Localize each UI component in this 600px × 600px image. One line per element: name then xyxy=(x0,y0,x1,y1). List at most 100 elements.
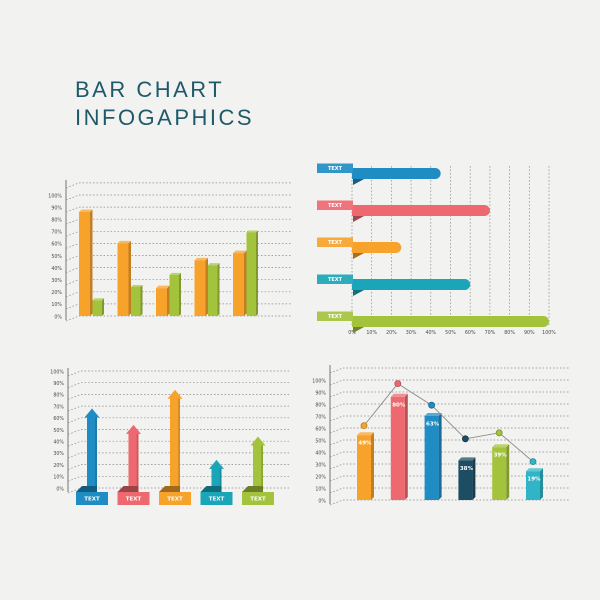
arrow-shade xyxy=(261,445,263,492)
bar-side-face xyxy=(217,263,220,316)
bar-value-label: 19% xyxy=(527,477,541,483)
x-tick-label: 30% xyxy=(406,330,417,336)
bar-side-face xyxy=(167,285,170,316)
grid-riser xyxy=(329,439,344,446)
y-tick-label: 60% xyxy=(51,242,62,248)
grid-riser xyxy=(329,475,344,482)
bar xyxy=(352,205,490,216)
grid-riser xyxy=(67,429,82,435)
grid-riser xyxy=(65,218,80,225)
arrow-shade xyxy=(95,417,97,492)
y-tick-label: 40% xyxy=(51,266,62,272)
y-tick-label: 10% xyxy=(53,475,64,481)
bar-value-label: 38% xyxy=(460,466,474,472)
y-tick-label: 30% xyxy=(315,462,326,468)
label-box xyxy=(200,492,233,505)
bar-side-face xyxy=(256,230,258,316)
bar xyxy=(233,253,244,316)
bar-top-face xyxy=(169,272,181,275)
text-tab xyxy=(317,237,353,247)
y-tick-label: 30% xyxy=(51,278,62,284)
tab-label: TEXT xyxy=(328,240,343,246)
y-tick-label: 10% xyxy=(315,486,326,492)
grid-riser xyxy=(67,394,82,400)
bar-top-face xyxy=(526,468,543,472)
bar xyxy=(357,435,371,500)
box-label: TEXT xyxy=(167,497,183,503)
line-dot xyxy=(461,435,469,443)
grid-riser xyxy=(67,452,82,459)
bar-side-face xyxy=(472,457,476,500)
box-label: TEXT xyxy=(250,497,266,503)
y-tick-label: 70% xyxy=(51,230,62,236)
y-tick-label: 80% xyxy=(315,402,326,408)
line-dot xyxy=(428,401,435,409)
x-tick-label: 60% xyxy=(465,330,476,336)
bar-top-face xyxy=(208,263,220,266)
arrow-bar-chart: 0% 10% 20% 30% 40% 50% 60% 70% 80% 90% 100% TEXT TEX… xyxy=(50,368,290,505)
text-tab xyxy=(317,274,353,284)
bar xyxy=(352,168,441,179)
bar xyxy=(352,242,402,253)
box-fold xyxy=(200,486,222,492)
y-tick-label: 10% xyxy=(51,302,62,308)
bar-top-face xyxy=(492,444,510,448)
x-tick-label: 0% xyxy=(348,330,356,336)
bar-left-cap xyxy=(352,279,359,290)
bar-side-face xyxy=(128,240,131,316)
bar xyxy=(131,286,141,316)
bar-top-face xyxy=(194,257,208,261)
grid-riser xyxy=(65,230,80,237)
grid-riser xyxy=(67,487,82,494)
grid-riser xyxy=(329,499,344,506)
x-tick-label: 90% xyxy=(524,330,535,336)
bar xyxy=(79,211,90,316)
grid-riser xyxy=(65,243,80,249)
bar xyxy=(208,265,218,316)
grid-riser xyxy=(329,403,344,410)
line-dot xyxy=(495,429,503,437)
bar-top-face xyxy=(458,457,476,461)
y-tick-label: 90% xyxy=(51,205,62,211)
grid-riser xyxy=(65,206,80,213)
box-fold xyxy=(242,486,263,492)
grid-riser xyxy=(67,440,82,447)
bar-side-face xyxy=(140,284,143,316)
box-fold xyxy=(117,486,139,492)
bar xyxy=(92,300,102,316)
x-tick-label: 20% xyxy=(386,330,397,336)
y-tick-label: 100% xyxy=(312,378,326,384)
y-tick-label: 0% xyxy=(54,314,62,320)
y-tick-label: 0% xyxy=(56,486,64,492)
x-tick-label: 10% xyxy=(366,330,377,336)
text-tab xyxy=(317,163,353,173)
x-tick-label: 70% xyxy=(485,330,496,336)
bar-value-label: 39% xyxy=(494,453,508,459)
bar xyxy=(424,416,439,500)
bar-left-cap xyxy=(352,316,359,327)
bar-top-face xyxy=(246,230,258,233)
bar-side-face xyxy=(404,393,408,500)
arrow-bar xyxy=(126,424,141,492)
bar xyxy=(169,274,179,316)
y-tick-label: 20% xyxy=(315,474,326,480)
bar-left-cap xyxy=(352,205,359,216)
grid-riser xyxy=(329,367,344,374)
grid-riser xyxy=(67,405,82,412)
bar xyxy=(352,279,471,290)
line-dot xyxy=(529,458,537,465)
bar xyxy=(246,232,256,316)
grid-riser xyxy=(67,464,82,470)
grid-riser xyxy=(329,451,344,458)
y-tick-label: 0% xyxy=(318,498,326,504)
bar-top-face xyxy=(424,413,442,416)
horizontal-rounded-bar-chart: 0% 10% 20% 30% 40% 50% 60% 70% 80% 90% 100% TEXT TEX… xyxy=(317,163,556,336)
tab-label: TEXT xyxy=(328,314,343,320)
bar-side-face xyxy=(371,432,374,500)
y-tick-label: 70% xyxy=(53,404,64,410)
tab-fold xyxy=(353,252,366,259)
bar-line-combo-chart: 0% 10% 20% 30% 40% 50% 60% 70% 80% 90% 100% 49% 80% 6… xyxy=(312,365,570,506)
bar-top-face xyxy=(233,250,247,254)
x-tick-label: 40% xyxy=(425,330,436,336)
